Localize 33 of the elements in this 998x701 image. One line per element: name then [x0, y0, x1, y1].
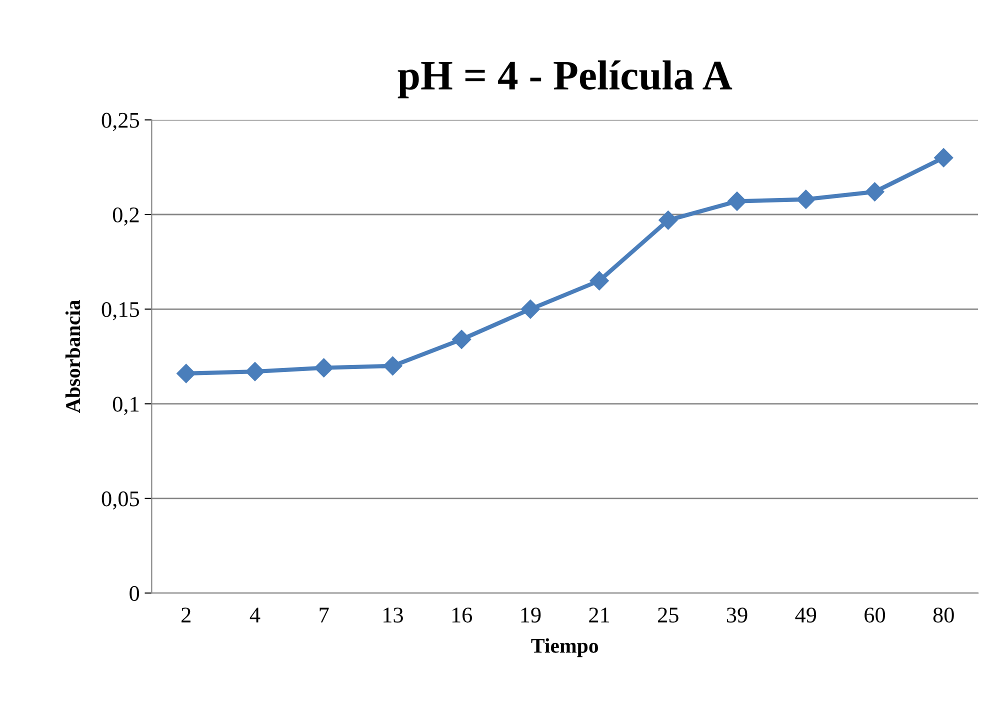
x-tick-label: 16 [452, 608, 472, 623]
y-tick-label: 0,25 [102, 112, 140, 131]
y-tick-label: 0,15 [102, 302, 140, 320]
y-tick-label: 0 [130, 586, 140, 601]
point [658, 210, 678, 230]
point [245, 362, 265, 382]
x-tick-label: 2 [182, 608, 190, 622]
x-tick-label: 4 [250, 608, 260, 622]
y-tick-label: 0,05 [102, 491, 140, 510]
chart-title: pH = 4 - Película A [398, 60, 732, 98]
x-tick-label: 80 [933, 608, 954, 623]
point [314, 358, 334, 378]
y-tick-label: 0,1 [112, 396, 139, 415]
x-axis-title: Tiempo [531, 638, 598, 658]
x-tick-label: 25 [658, 608, 678, 623]
point [796, 190, 816, 209]
x-tick-label: 19 [521, 608, 541, 623]
point [865, 182, 884, 202]
point [452, 330, 472, 349]
x-tick-label: 13 [384, 608, 403, 623]
x-tick-label: 21 [589, 608, 610, 622]
x-tick-label: 49 [795, 608, 816, 623]
x-tick-label: 60 [864, 608, 886, 623]
point [590, 271, 609, 290]
x-tick-label: 39 [726, 608, 748, 623]
point [520, 300, 540, 319]
point [727, 192, 747, 211]
y-axis-title: Absorbancia [65, 300, 80, 413]
point [383, 356, 402, 376]
x-tick-label: 7 [320, 608, 329, 622]
point [176, 364, 196, 384]
point [934, 148, 954, 168]
y-tick-label: 0,2 [112, 207, 139, 226]
